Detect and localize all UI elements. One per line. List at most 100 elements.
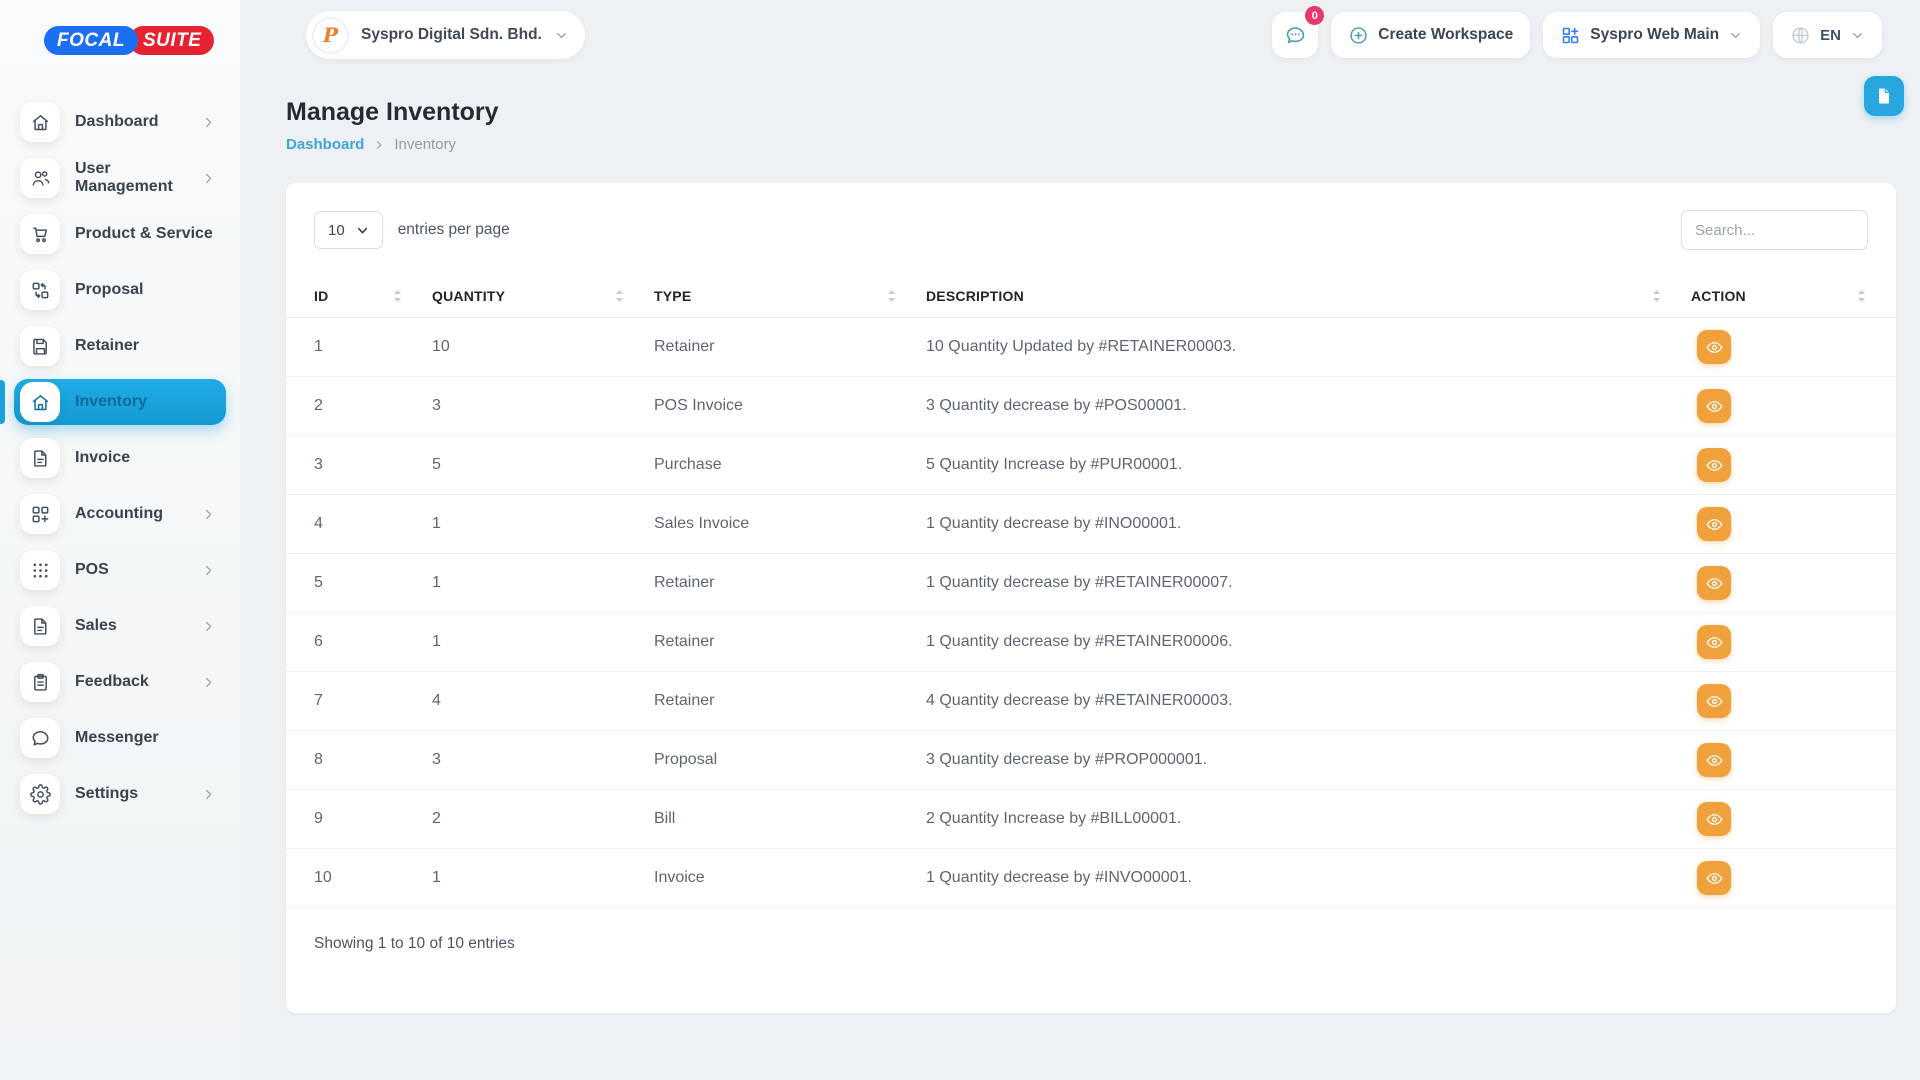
sidebar-item-proposal[interactable]: Proposal (14, 267, 226, 313)
view-button[interactable] (1697, 389, 1731, 423)
column-label: ID (314, 288, 329, 304)
eye-icon (1705, 456, 1724, 475)
chevron-right-icon (201, 675, 216, 690)
page-size-select[interactable]: 10 (314, 211, 383, 249)
eye-icon (1705, 574, 1724, 593)
entries-summary: Showing 1 to 10 of 10 entries (314, 935, 515, 952)
workspace-menu-label: Syspro Web Main (1590, 26, 1720, 43)
cell-quantity: 10 (432, 317, 654, 377)
table-row: 7 4 Retainer 4 Quantity decrease by #RETAIN… (286, 671, 1896, 731)
sidebar-item-label: User Management (75, 160, 173, 195)
language-selector[interactable]: EN (1773, 12, 1882, 58)
column-header-quantity[interactable]: QUANTITY (432, 274, 654, 318)
workspace-avatar: P (312, 16, 349, 54)
create-workspace-button[interactable]: Create Workspace (1331, 12, 1531, 58)
chat-button[interactable]: 0 (1272, 6, 1325, 58)
cell-description: 1 Quantity decrease by #INO00001. (926, 494, 1691, 554)
chevron-down-icon (1728, 28, 1743, 43)
cell-quantity: 1 (432, 848, 654, 908)
workspace-selector-label: Syspro Digital Sdn. Bhd. (361, 26, 542, 43)
cell-description: 1 Quantity decrease by #RETAINER00007. (926, 553, 1691, 613)
sidebar-item-invoice[interactable]: Invoice (14, 435, 226, 481)
sidebar-item-pos[interactable]: POS (14, 547, 226, 593)
search-input[interactable] (1681, 210, 1868, 250)
sidebar-item-user-management[interactable]: User Management (14, 155, 226, 201)
sidebar: FOCAL SUITE Dashboard User Management Prod… (0, 0, 240, 1080)
app-logo[interactable]: FOCAL SUITE (44, 26, 240, 55)
view-button[interactable] (1697, 684, 1731, 718)
sidebar-item-messenger[interactable]: Messenger (14, 715, 226, 761)
workspace-menu-button[interactable]: Syspro Web Main (1543, 12, 1761, 58)
sort-icon[interactable] (393, 289, 402, 303)
view-button[interactable] (1697, 743, 1731, 777)
export-document-button[interactable] (1864, 76, 1904, 116)
file-icon (20, 606, 60, 646)
table-header-row: ID QUANTITY TYPE DESCRIPTION ACTION (286, 274, 1896, 318)
cell-action (1691, 612, 1896, 672)
cell-quantity: 2 (432, 789, 654, 849)
cell-action (1691, 317, 1896, 377)
eye-icon (1705, 633, 1724, 652)
globe-icon (1792, 26, 1809, 44)
view-button[interactable] (1697, 802, 1731, 836)
column-header-description[interactable]: DESCRIPTION (926, 274, 1691, 318)
table-body: 1 10 Retainer 10 Quantity Updated by #RETAI… (286, 317, 1896, 908)
create-workspace-label: Create Workspace (1378, 26, 1514, 43)
cell-description: 3 Quantity decrease by #POS00001. (926, 376, 1691, 436)
sidebar-item-product-service[interactable]: Product & Service (14, 211, 226, 257)
cell-id: 10 (286, 848, 432, 908)
sidebar-item-label: Invoice (75, 449, 131, 466)
cell-quantity: 3 (432, 376, 654, 436)
sidebar-item-label: Product & Service (75, 225, 213, 242)
cell-action (1691, 848, 1896, 908)
cell-type: Retainer (654, 317, 926, 377)
eye-icon (1705, 810, 1724, 829)
file-icon (20, 438, 60, 478)
chevron-down-icon (1850, 28, 1865, 43)
cell-quantity: 3 (432, 730, 654, 790)
sidebar-menu: Dashboard User Management Product & Servic… (0, 99, 240, 817)
sidebar-item-sales[interactable]: Sales (14, 603, 226, 649)
view-button[interactable] (1697, 330, 1731, 364)
cell-quantity: 1 (432, 612, 654, 672)
view-button[interactable] (1697, 448, 1731, 482)
sort-icon[interactable] (1857, 289, 1866, 303)
view-button[interactable] (1697, 861, 1731, 895)
sort-icon[interactable] (615, 289, 624, 303)
chevron-down-icon (357, 227, 367, 233)
sidebar-item-settings[interactable]: Settings (14, 771, 226, 817)
eye-icon (1705, 397, 1724, 416)
sidebar-item-feedback[interactable]: Feedback (14, 659, 226, 705)
sort-icon[interactable] (1652, 289, 1661, 303)
view-button[interactable] (1697, 566, 1731, 600)
column-header-id[interactable]: ID (286, 274, 432, 318)
cell-action (1691, 789, 1896, 849)
cell-quantity: 1 (432, 553, 654, 613)
grid-plus-icon (20, 494, 60, 534)
cell-action (1691, 494, 1896, 554)
cell-quantity: 4 (432, 671, 654, 731)
page-title: Manage Inventory (286, 98, 499, 126)
save-icon (20, 326, 60, 366)
sidebar-item-accounting[interactable]: Accounting (14, 491, 226, 537)
sidebar-item-retainer[interactable]: Retainer (14, 323, 226, 369)
chevron-right-icon (201, 171, 216, 186)
cell-action (1691, 376, 1896, 436)
view-button[interactable] (1697, 507, 1731, 541)
breadcrumb-dashboard-link[interactable]: Dashboard (286, 136, 365, 153)
sidebar-item-dashboard[interactable]: Dashboard (14, 99, 226, 145)
logo-focal: FOCAL (44, 26, 138, 55)
cell-description: 10 Quantity Updated by #RETAINER00003. (926, 317, 1691, 377)
sort-icon[interactable] (887, 289, 896, 303)
swap-icon (20, 270, 60, 310)
table-row: 4 1 Sales Invoice 1 Quantity decrease by #I… (286, 494, 1896, 554)
column-header-type[interactable]: TYPE (654, 274, 926, 318)
cell-id: 2 (286, 376, 432, 436)
column-header-action[interactable]: ACTION (1691, 274, 1896, 318)
cell-type: Invoice (654, 848, 926, 908)
view-button[interactable] (1697, 625, 1731, 659)
chevron-right-icon (201, 115, 216, 130)
sidebar-item-label: Dashboard (75, 113, 159, 130)
sidebar-item-inventory[interactable]: Inventory (0, 379, 226, 425)
workspace-selector[interactable]: P Syspro Digital Sdn. Bhd. (306, 11, 585, 59)
